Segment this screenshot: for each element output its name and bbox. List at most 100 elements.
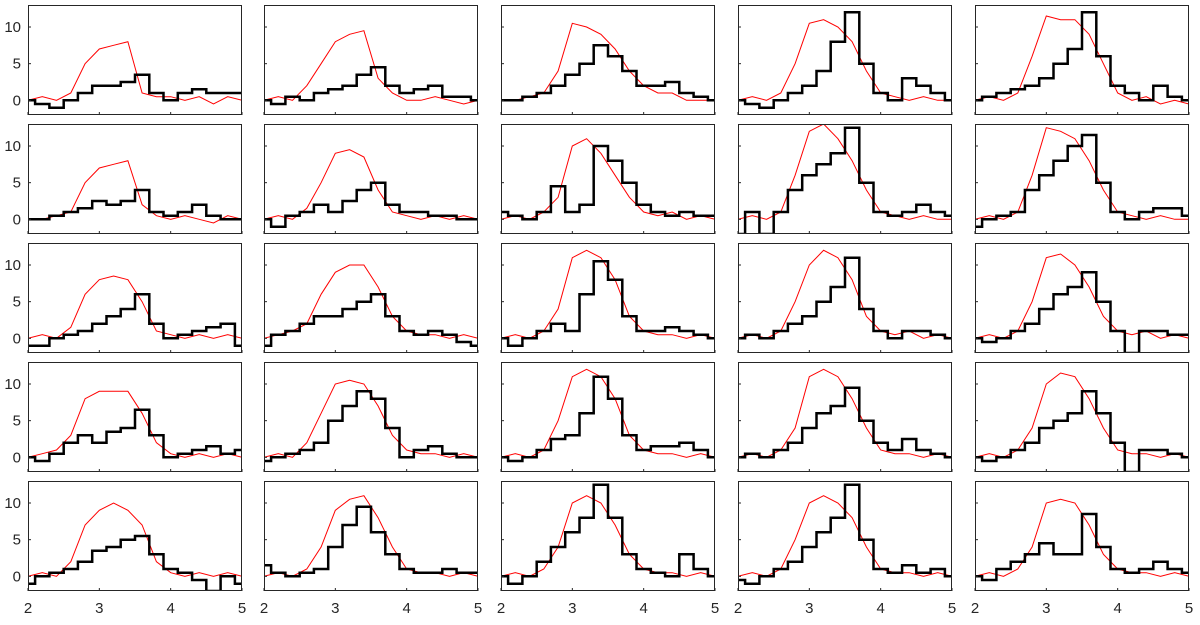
x-tick-label: 3	[95, 600, 103, 617]
black-series-line	[501, 375, 715, 463]
panel-frame	[738, 243, 952, 353]
red-series-line	[264, 30, 478, 105]
panel-r2-c3	[500, 124, 716, 234]
black-series-line	[501, 483, 715, 585]
panel-frame	[28, 481, 242, 591]
black-series-line	[501, 260, 715, 347]
black-series-line	[501, 44, 715, 102]
y-tick-label: 10	[4, 376, 21, 393]
panel-frame	[264, 5, 478, 115]
panel-r3-c4	[737, 243, 953, 353]
y-tick-label: 0	[13, 568, 21, 585]
y-tick-label: 5	[13, 175, 21, 192]
panel-r2-c5	[974, 124, 1190, 234]
black-series-line	[975, 133, 1189, 228]
y-tick-label: 5	[13, 294, 21, 311]
panel-frame	[28, 243, 242, 353]
panel-background	[264, 5, 478, 115]
panel-frame	[975, 5, 1189, 115]
panel-r2-c4	[737, 124, 953, 234]
panel-frame	[501, 243, 715, 353]
panel-r1-c5	[974, 5, 1190, 115]
x-tick-label: 2	[971, 600, 979, 617]
panel-r4-c1: 0 5 10	[4, 362, 243, 472]
x-tick-label: 5	[711, 600, 719, 617]
black-series-line	[501, 144, 715, 221]
x-tick-label: 4	[402, 600, 410, 617]
panel-r4-c3	[500, 362, 716, 472]
panel-r2-c2	[263, 124, 479, 234]
y-tick-label: 10	[4, 19, 21, 36]
black-series-line	[738, 11, 952, 109]
x-tick-label: 2	[497, 600, 505, 617]
y-tick-label: 5	[13, 532, 21, 549]
x-tick-label: 3	[331, 600, 339, 617]
y-tick-label: 5	[13, 56, 21, 73]
y-tick-label: 10	[4, 495, 21, 512]
panel-frame	[264, 362, 478, 472]
x-tick-label: 4	[876, 600, 884, 617]
black-series-line	[975, 271, 1189, 353]
black-series-line	[738, 256, 952, 340]
panel-r2-c1: 0 5 10	[4, 124, 243, 234]
panel-frame	[738, 5, 952, 115]
black-series-line	[975, 11, 1189, 102]
black-series-line	[738, 386, 952, 459]
panel-frame	[264, 243, 478, 353]
panel-frame	[738, 362, 952, 472]
x-tick-label: 4	[1113, 600, 1121, 617]
panel-background	[28, 124, 242, 234]
panel-r4-c2	[263, 362, 479, 472]
black-series-line	[264, 181, 478, 228]
panel-r3-c1: 0 5 10	[4, 243, 243, 353]
y-tick-label: 0	[13, 92, 21, 109]
x-tick-label: 5	[238, 600, 246, 617]
black-series-line	[28, 408, 242, 463]
panel-r1-c3	[500, 5, 716, 115]
panel-r4-c5	[974, 362, 1190, 472]
black-series-line	[975, 512, 1189, 582]
panel-frame	[264, 124, 478, 234]
panel-r5-c3: 2 3 4 5	[497, 481, 719, 617]
red-series-line	[28, 275, 242, 339]
black-series-line	[28, 73, 242, 109]
panel-r5-c5: 2 3 4 5	[971, 481, 1193, 617]
panel-frame	[28, 124, 242, 234]
panel-r4-c4	[737, 362, 953, 472]
x-tick-label: 5	[948, 600, 956, 617]
black-series-line	[975, 390, 1189, 472]
y-tick-label: 0	[13, 449, 21, 466]
black-series-line	[264, 293, 478, 347]
panel-frame	[975, 362, 1189, 472]
panel-background	[264, 362, 478, 472]
black-series-line	[738, 126, 952, 234]
x-tick-label: 3	[1042, 600, 1050, 617]
x-tick-label: 3	[568, 600, 576, 617]
black-series-line	[28, 534, 242, 591]
panel-r3-c3	[500, 243, 716, 353]
x-tick-label: 4	[639, 600, 647, 617]
x-tick-label: 3	[805, 600, 813, 617]
panel-background	[264, 124, 478, 234]
x-tick-label: 5	[474, 600, 482, 617]
x-tick-label: 5	[1185, 600, 1193, 617]
panel-frame	[501, 362, 715, 472]
y-tick-label: 10	[4, 138, 21, 155]
y-tick-label: 5	[13, 413, 21, 430]
panel-frame	[501, 124, 715, 234]
black-series-line	[28, 188, 242, 221]
panel-frame	[264, 481, 478, 591]
black-series-line	[264, 390, 478, 463]
x-tick-label: 2	[734, 600, 742, 617]
panel-r3-c5	[974, 243, 1190, 353]
panel-frame	[975, 124, 1189, 234]
panel-frame	[501, 481, 715, 591]
panel-r3-c2	[263, 243, 479, 353]
black-series-line	[28, 293, 242, 347]
y-tick-label: 0	[13, 330, 21, 347]
panel-frame	[738, 124, 952, 234]
panel-frame	[501, 5, 715, 115]
x-tick-label: 2	[24, 600, 32, 617]
panel-r5-c4: 2 3 4 5	[734, 481, 956, 617]
